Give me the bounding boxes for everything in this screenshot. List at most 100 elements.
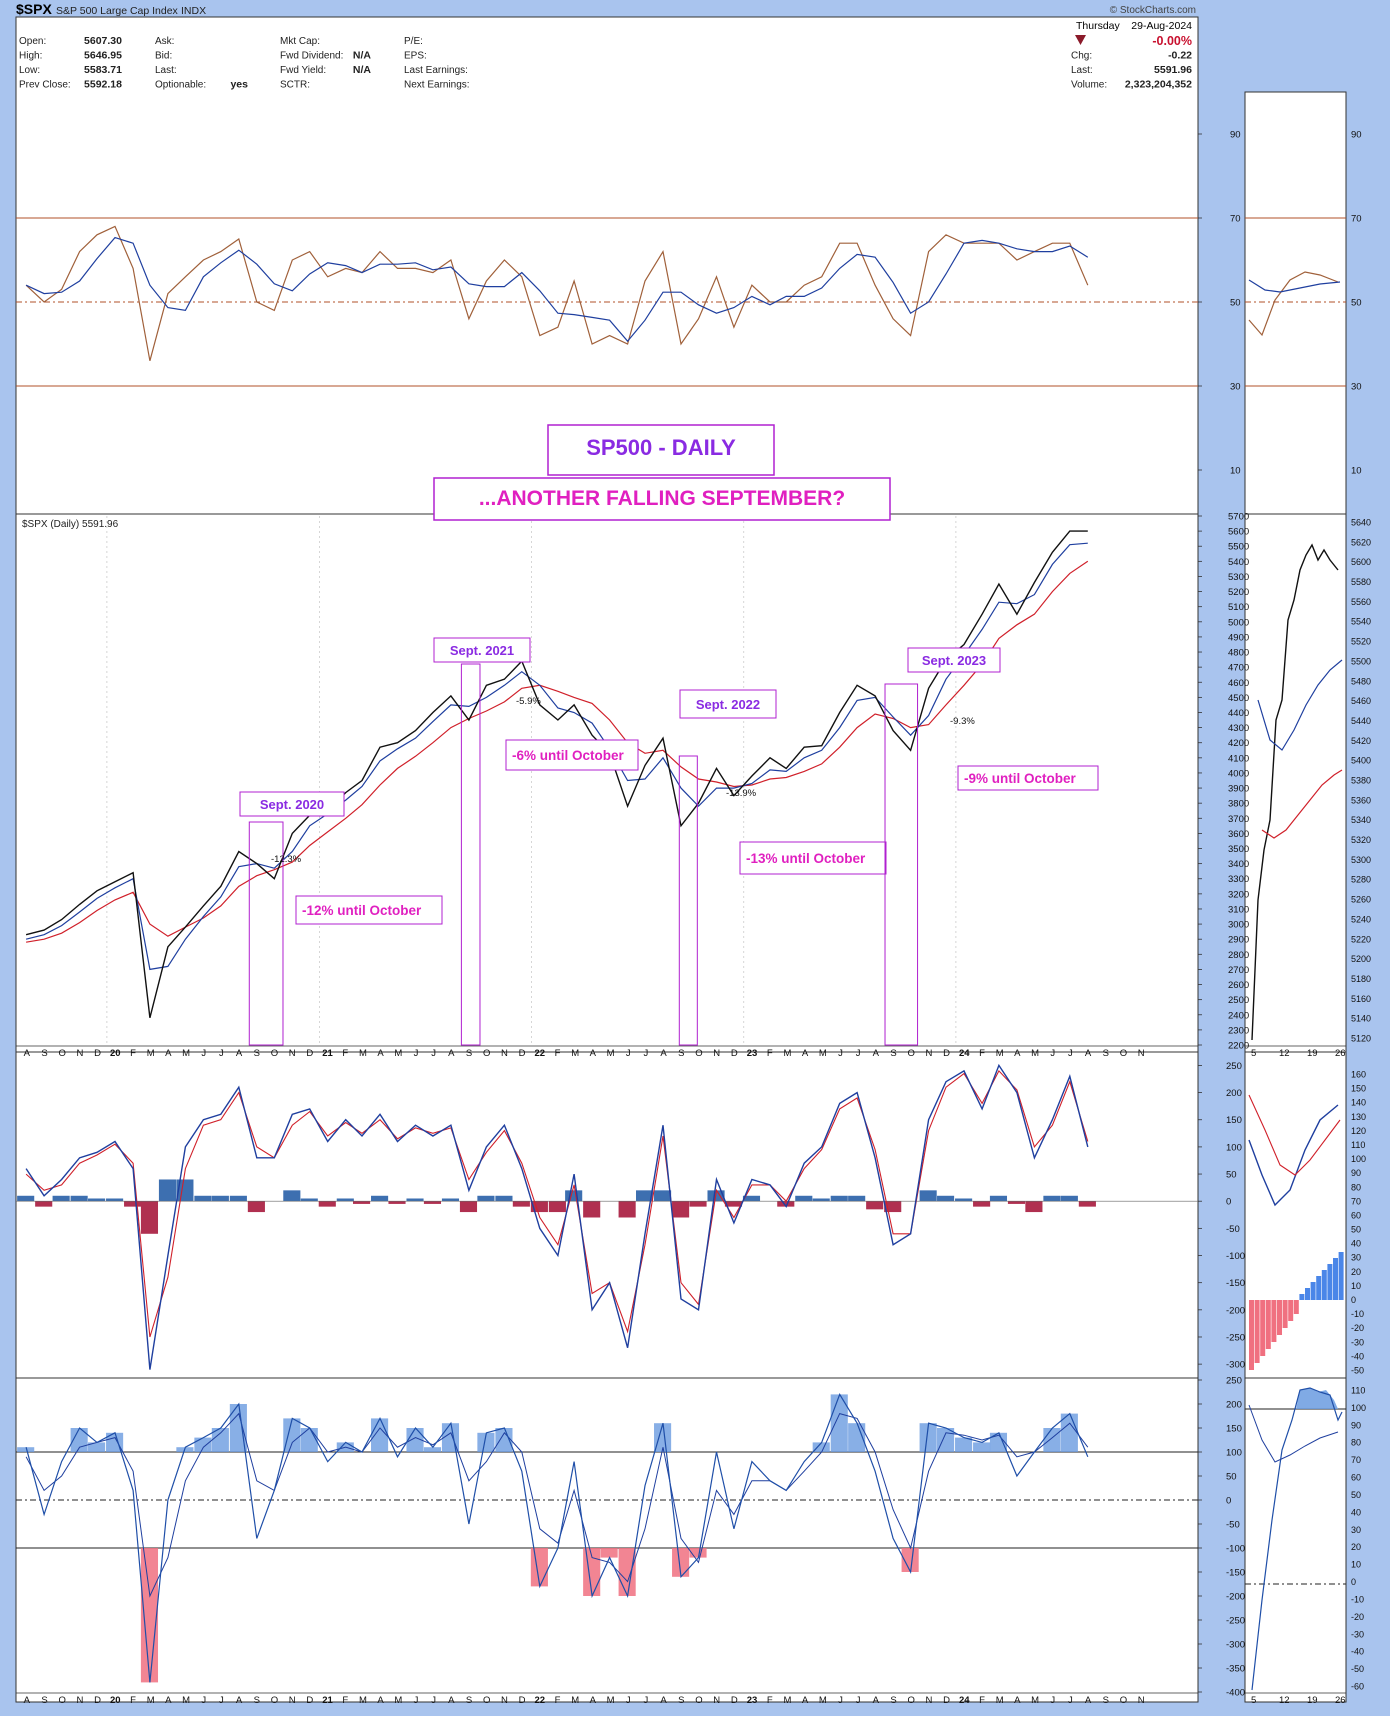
mini-y-tick-label: 5120	[1351, 1034, 1371, 1044]
mini-y-tick-label: 140	[1351, 1098, 1366, 1108]
histogram-bar	[1007, 1201, 1026, 1204]
mini-histogram-bar	[1310, 1282, 1316, 1300]
mini-osc2-line	[1251, 1387, 1343, 1691]
mini-y-tick-label: 0	[1351, 1577, 1356, 1587]
month-label: D	[306, 1695, 313, 1706]
mini-y-tick-label: 90	[1351, 1168, 1361, 1178]
month-label: A	[802, 1695, 809, 1706]
y-tick-label: 5000	[1228, 617, 1249, 628]
y-tick-label: 4600	[1228, 678, 1249, 689]
month-label: F	[555, 1048, 561, 1059]
month-label: D	[943, 1048, 950, 1059]
month-label: S	[1103, 1695, 1109, 1706]
oversold-fill	[600, 1548, 618, 1558]
symbol: $SPX	[16, 1, 52, 17]
month-label: M	[1031, 1695, 1039, 1706]
month-label: F	[767, 1695, 773, 1706]
mini-y-tick-label: 5540	[1351, 617, 1371, 627]
month-label: F	[130, 1048, 136, 1059]
y-tick-label: -350	[1226, 1664, 1245, 1675]
mini-histogram-bar	[1271, 1300, 1277, 1342]
field-label: Prev Close:	[19, 80, 71, 91]
mini-y-tick-label: -20	[1351, 1323, 1364, 1333]
month-label: F	[979, 1048, 985, 1059]
month-label: J	[838, 1048, 843, 1059]
rsi-panel: 10 30 50 70 90	[16, 130, 1346, 477]
month-label: J	[1068, 1048, 1073, 1059]
mini-y-tick-label: -60	[1351, 1682, 1364, 1692]
month-label: S	[466, 1695, 472, 1706]
field-label: Last Earnings:	[404, 65, 468, 76]
month-label: M	[819, 1695, 827, 1706]
histogram-bar	[955, 1198, 973, 1202]
histogram-bar	[336, 1198, 354, 1202]
mini-osc2-signal	[1248, 1404, 1339, 1463]
histogram-bar	[140, 1201, 159, 1234]
y-tick-label: 5500	[1228, 542, 1249, 553]
month-label: S	[466, 1048, 472, 1059]
month-label: J	[626, 1048, 631, 1059]
mini-price-line	[1251, 543, 1339, 1041]
histogram-bar	[17, 1195, 35, 1202]
month-label: N	[713, 1048, 720, 1059]
y-tick-label: 2900	[1228, 935, 1249, 946]
subtitle-box	[433, 477, 891, 521]
oversold-fill	[901, 1548, 919, 1572]
month-label: F	[555, 1695, 561, 1706]
mini-y-tick-label: 5480	[1351, 676, 1371, 686]
mini-y-tick-label: 5380	[1351, 776, 1371, 786]
month-label: O	[271, 1048, 278, 1059]
y-tick-label: 4900	[1228, 632, 1249, 643]
mini-y-tick-label: 5440	[1351, 716, 1371, 726]
mini-y-tick-label: 70	[1351, 1196, 1361, 1206]
mini-y-tick-label: -50	[1351, 1366, 1364, 1376]
y-tick-label: 4500	[1228, 693, 1249, 704]
field-label: EPS:	[404, 51, 427, 62]
month-label: O	[908, 1048, 915, 1059]
mini-y-tick-label: 5600	[1351, 557, 1371, 567]
overbought-fill	[406, 1428, 424, 1452]
event-note: -13% until October	[746, 851, 866, 866]
y-tick-label: -400	[1226, 1688, 1245, 1699]
histogram-bar	[830, 1195, 848, 1202]
y-tick-label: 5600	[1228, 527, 1249, 538]
y-tick-label: -150	[1226, 1568, 1245, 1579]
month-label: A	[1014, 1048, 1021, 1059]
field-label: Low:	[19, 65, 40, 76]
month-label: N	[289, 1695, 296, 1706]
month-label: N	[925, 1695, 932, 1706]
event-drop-pct: -13.9%	[726, 788, 757, 799]
month-label: D	[94, 1048, 101, 1059]
mini-histogram-bar	[1265, 1300, 1271, 1349]
mini-y-tick-label: 5280	[1351, 875, 1371, 885]
field-value: N/A	[353, 64, 372, 76]
histogram-bar	[106, 1198, 124, 1202]
month-label: M	[819, 1048, 827, 1059]
mini-y-tick-label: -20	[1351, 1612, 1364, 1622]
histogram-bar	[530, 1201, 548, 1213]
histogram-bar	[371, 1195, 389, 1202]
mini-y-tick-label: 5320	[1351, 835, 1371, 845]
field-label: Open:	[19, 36, 46, 47]
mini-y-tick-label: 50	[1351, 1490, 1361, 1500]
field-label: Last:	[1071, 65, 1093, 76]
month-label: J	[431, 1048, 436, 1059]
mini-y-tick-label: -30	[1351, 1629, 1364, 1639]
mini-y-tick-label: 90	[1351, 1420, 1361, 1430]
mini-histogram-bar	[1293, 1300, 1299, 1314]
mini-day-label: 5	[1251, 1048, 1256, 1059]
field-label: Mkt Cap:	[280, 36, 320, 47]
histogram-bar	[459, 1201, 478, 1213]
mini-day-label: 26	[1335, 1048, 1346, 1059]
month-label: O	[59, 1048, 66, 1059]
mini-y-tick-label: 20	[1351, 1542, 1361, 1552]
mini-day-label: 12	[1279, 1695, 1290, 1706]
mini-day-label: 19	[1307, 1695, 1318, 1706]
mini-y-tick-label: 5140	[1351, 1014, 1371, 1024]
field-label: Optionable:	[155, 80, 206, 91]
overbought-fill	[194, 1437, 212, 1452]
event-label-box	[239, 791, 345, 817]
y-tick-label: 5400	[1228, 557, 1249, 568]
event-label-box	[433, 637, 531, 663]
